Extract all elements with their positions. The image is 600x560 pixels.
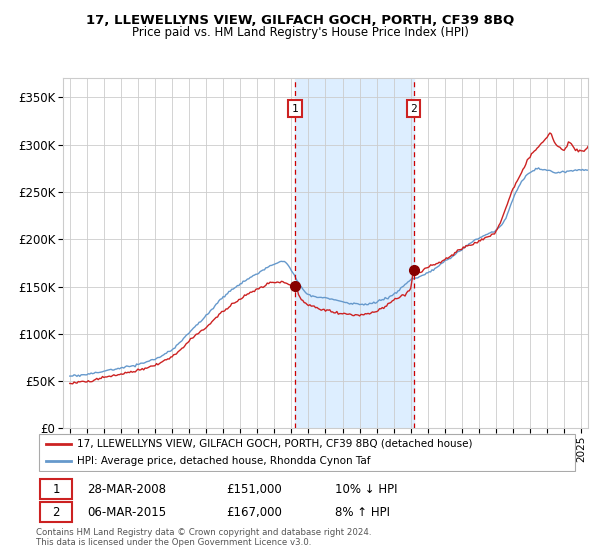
Text: 1: 1 bbox=[52, 483, 60, 496]
Text: 2: 2 bbox=[410, 104, 417, 114]
Text: 28-MAR-2008: 28-MAR-2008 bbox=[88, 483, 167, 496]
Text: 06-MAR-2015: 06-MAR-2015 bbox=[88, 506, 167, 519]
Text: 1: 1 bbox=[292, 104, 299, 114]
Text: Contains HM Land Registry data © Crown copyright and database right 2024.
This d: Contains HM Land Registry data © Crown c… bbox=[36, 528, 371, 547]
Text: HPI: Average price, detached house, Rhondda Cynon Taf: HPI: Average price, detached house, Rhon… bbox=[77, 456, 370, 466]
Bar bbox=[295, 78, 413, 428]
Text: £167,000: £167,000 bbox=[226, 506, 282, 519]
FancyBboxPatch shape bbox=[40, 502, 72, 522]
Text: 8% ↑ HPI: 8% ↑ HPI bbox=[335, 506, 389, 519]
Text: 17, LLEWELLYNS VIEW, GILFACH GOCH, PORTH, CF39 8BQ (detached house): 17, LLEWELLYNS VIEW, GILFACH GOCH, PORTH… bbox=[77, 438, 472, 449]
Text: 10% ↓ HPI: 10% ↓ HPI bbox=[335, 483, 397, 496]
Text: 17, LLEWELLYNS VIEW, GILFACH GOCH, PORTH, CF39 8BQ: 17, LLEWELLYNS VIEW, GILFACH GOCH, PORTH… bbox=[86, 14, 514, 27]
Text: 2: 2 bbox=[52, 506, 60, 519]
Text: £151,000: £151,000 bbox=[226, 483, 282, 496]
FancyBboxPatch shape bbox=[40, 479, 72, 499]
Text: Price paid vs. HM Land Registry's House Price Index (HPI): Price paid vs. HM Land Registry's House … bbox=[131, 26, 469, 39]
FancyBboxPatch shape bbox=[39, 434, 575, 471]
